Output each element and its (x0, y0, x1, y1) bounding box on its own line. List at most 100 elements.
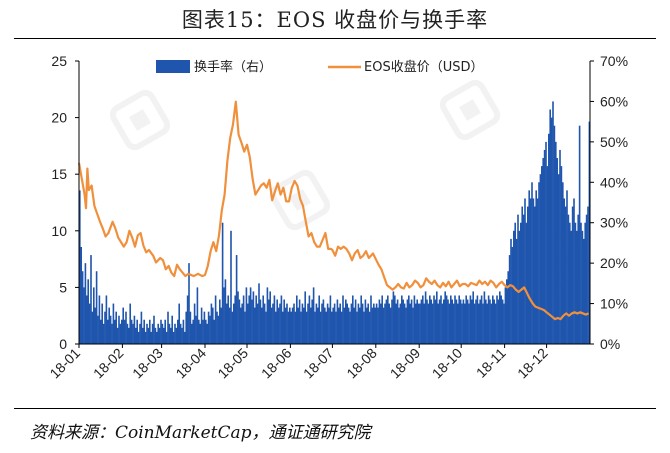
turnover-bar (370, 295, 372, 344)
turnover-bar (151, 323, 154, 344)
turnover-bar (336, 299, 339, 344)
turnover-bar (332, 307, 335, 344)
turnover-bar (125, 311, 127, 344)
turnover-bar (550, 117, 553, 344)
turnover-bar (219, 299, 221, 344)
turnover-bar (135, 327, 137, 344)
turnover-bar (245, 287, 248, 344)
turnover-bar (408, 295, 410, 344)
turnover-bar (437, 303, 440, 344)
turnover-bar (452, 303, 455, 344)
turnover-bar (234, 295, 237, 344)
turnover-bar (277, 307, 280, 344)
turnover-bar (352, 295, 354, 344)
turnover-bar (405, 307, 407, 344)
turnover-bar (542, 158, 545, 344)
turnover-bar (88, 303, 91, 344)
turnover-bar (318, 295, 321, 344)
turnover-bar (154, 327, 157, 344)
left-tick-label: 20 (51, 110, 67, 126)
turnover-bar (105, 295, 108, 344)
turnover-bar (322, 299, 325, 344)
turnover-bar (543, 149, 546, 344)
left-tick-label: 5 (59, 279, 67, 295)
turnover-bar (247, 303, 249, 344)
turnover-bar (191, 323, 193, 344)
turnover-bar (403, 303, 406, 344)
turnover-bar (346, 303, 349, 344)
turnover-bar (427, 303, 430, 344)
turnover-bar (398, 307, 400, 344)
turnover-bar (573, 198, 575, 344)
turnover-bar (583, 238, 585, 344)
turnover-bar (556, 158, 559, 344)
turnover-bar (214, 295, 217, 344)
turnover-bar (381, 295, 384, 344)
turnover-bar (221, 222, 224, 344)
turnover-bar (475, 299, 477, 344)
turnover-bar (311, 299, 314, 344)
turnover-bar (342, 295, 344, 344)
turnover-bar (307, 303, 309, 344)
turnover-bar (300, 311, 302, 344)
turnover-bar (325, 311, 328, 344)
turnover-bar (500, 295, 503, 344)
turnover-bar (541, 166, 543, 344)
turnover-bar (570, 230, 573, 344)
turnover-bar (102, 323, 105, 344)
turnover-bar (444, 291, 447, 344)
right-tick-label: 50% (600, 134, 628, 150)
turnover-bar (396, 299, 399, 344)
turnover-bar (262, 295, 265, 344)
turnover-bar (406, 299, 409, 344)
turnover-bar (499, 291, 501, 344)
turnover-bar (172, 331, 175, 344)
turnover-bar (175, 327, 178, 344)
turnover-bar (237, 291, 239, 344)
turnover-bar (518, 230, 521, 344)
x-tick-label: 18-07 (300, 345, 337, 382)
turnover-bar (128, 327, 130, 344)
right-tick-label: 0% (600, 336, 620, 352)
turnover-bar (269, 291, 272, 344)
turnover-bar (114, 319, 116, 344)
turnover-bar (520, 222, 522, 344)
turnover-bar (527, 206, 529, 344)
turnover-bar (244, 311, 246, 344)
turnover-bar (402, 299, 405, 344)
turnover-bar (343, 307, 346, 344)
turnover-bar (133, 315, 136, 344)
right-tick-label: 10% (600, 296, 628, 312)
turnover-bar (553, 125, 556, 344)
turnover-bar (569, 222, 571, 344)
turnover-bar (576, 230, 578, 344)
x-tick-label: 18-10 (429, 345, 466, 382)
turnover-bar (207, 311, 210, 344)
turnover-bar (296, 295, 298, 344)
turnover-bar (496, 295, 498, 344)
turnover-bar (94, 307, 97, 344)
turnover-bar (410, 299, 413, 344)
turnover-bar (450, 295, 452, 344)
turnover-bar (291, 307, 294, 344)
turnover-bar (581, 230, 584, 344)
turnover-bar (182, 319, 185, 344)
turnover-bar (165, 331, 168, 344)
x-tick-label: 18-08 (343, 345, 380, 382)
turnover-bar (140, 311, 143, 344)
turnover-bar (97, 315, 99, 344)
turnover-bar (485, 299, 487, 344)
turnover-bar (286, 303, 288, 344)
turnover-bar (79, 190, 81, 344)
turnover-bar (226, 303, 228, 344)
turnover-bar (567, 214, 570, 344)
turnover-bar (283, 299, 286, 344)
turnover-bar (279, 303, 281, 344)
turnover-bar (356, 311, 358, 344)
turnover-bar (507, 271, 510, 344)
turnover-bar (294, 311, 297, 344)
turnover-bar (188, 263, 190, 344)
turnover-bar (136, 319, 139, 344)
turnover-bar (473, 303, 476, 344)
turnover-bar (104, 311, 106, 344)
